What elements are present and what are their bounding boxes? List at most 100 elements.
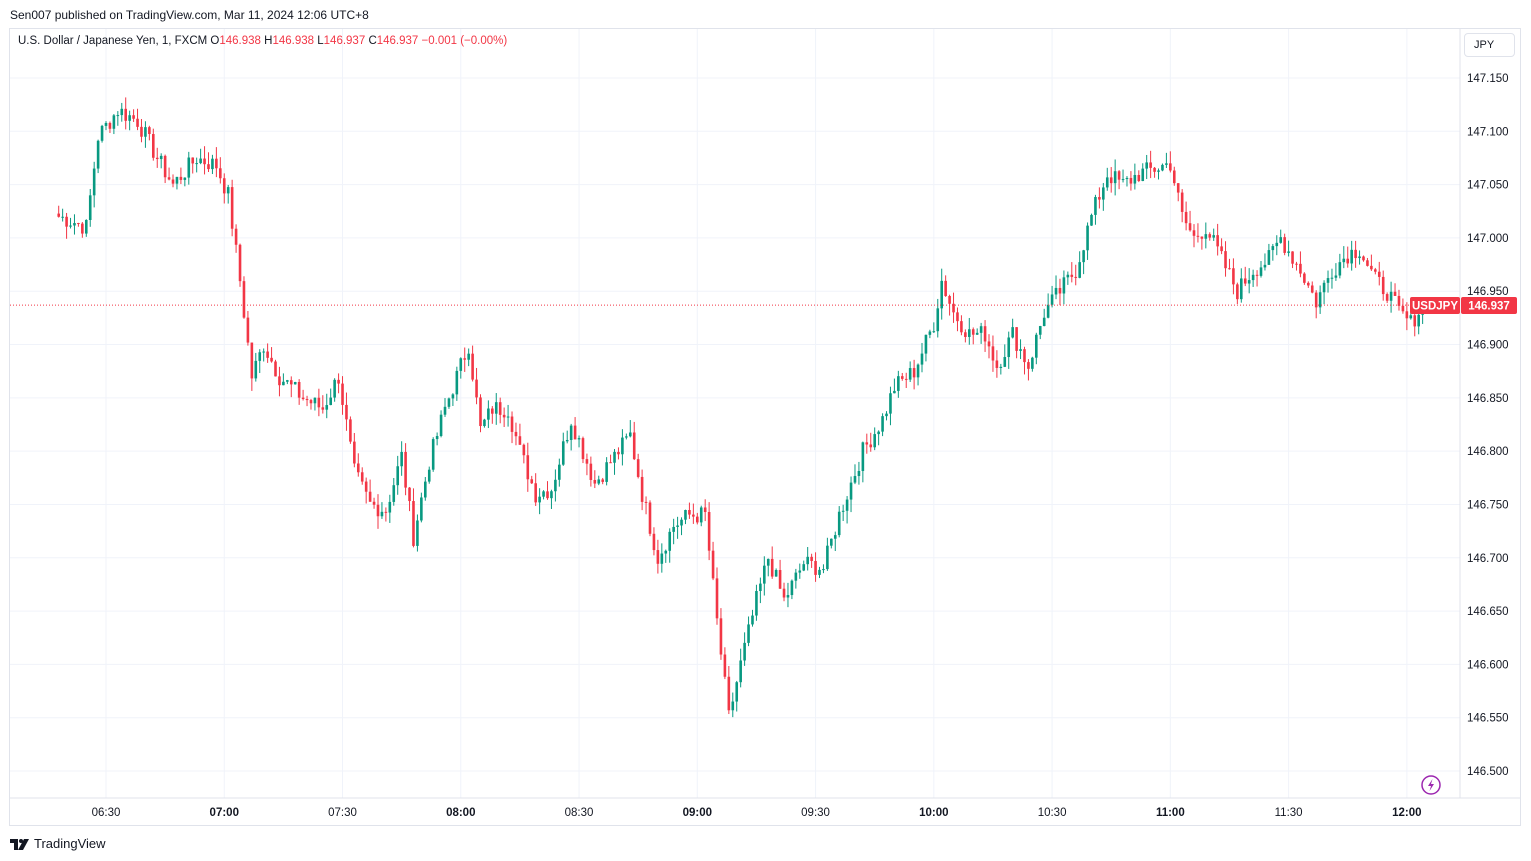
y-tick-label: 147.100 bbox=[1467, 126, 1509, 138]
candle bbox=[1239, 268, 1243, 303]
candle bbox=[439, 410, 443, 438]
candle bbox=[384, 507, 388, 522]
candle bbox=[952, 292, 955, 323]
footer-brand[interactable]: TradingView bbox=[10, 836, 106, 851]
candle bbox=[475, 367, 478, 405]
chart-frame[interactable] bbox=[9, 28, 1521, 826]
candle bbox=[916, 363, 920, 386]
candle bbox=[1180, 189, 1184, 223]
candle bbox=[601, 477, 604, 485]
candle bbox=[558, 458, 561, 487]
candle bbox=[774, 568, 778, 577]
candle bbox=[313, 397, 317, 411]
candle bbox=[1062, 270, 1066, 305]
candle bbox=[341, 376, 344, 415]
candle bbox=[1090, 213, 1093, 226]
candle bbox=[183, 177, 187, 187]
y-tick-label: 147.150 bbox=[1467, 73, 1509, 85]
candle bbox=[88, 188, 92, 227]
x-axis: 06:30 07:00 07:30 08:00 08:30 09:00 09:30 10:00… bbox=[92, 807, 1422, 819]
candle bbox=[546, 481, 549, 500]
candle bbox=[605, 457, 608, 486]
candle bbox=[254, 352, 258, 382]
y-tick-label: 146.550 bbox=[1467, 713, 1509, 725]
candle bbox=[1251, 269, 1255, 287]
candle bbox=[526, 442, 530, 492]
candle bbox=[1397, 289, 1401, 311]
candle bbox=[132, 109, 135, 122]
candle bbox=[1003, 344, 1007, 368]
candle bbox=[885, 411, 888, 421]
candle bbox=[1358, 250, 1361, 265]
candle bbox=[309, 398, 313, 410]
y-tick-label: 146.750 bbox=[1467, 499, 1509, 511]
candle bbox=[928, 329, 932, 339]
candle bbox=[61, 208, 64, 222]
candle bbox=[577, 435, 581, 448]
candle bbox=[609, 454, 612, 464]
candle bbox=[967, 317, 971, 345]
candle bbox=[1141, 163, 1145, 182]
candle bbox=[1105, 167, 1109, 191]
candle bbox=[175, 176, 179, 190]
candle bbox=[65, 212, 68, 239]
candle bbox=[1299, 251, 1302, 278]
candle bbox=[1157, 168, 1160, 180]
y-tick-label: 146.600 bbox=[1467, 659, 1509, 671]
candle bbox=[889, 386, 892, 426]
candle bbox=[1243, 266, 1247, 287]
candle bbox=[1295, 261, 1298, 271]
candle bbox=[148, 125, 151, 141]
candle bbox=[447, 397, 451, 409]
candle bbox=[995, 350, 999, 378]
candle bbox=[1153, 166, 1156, 178]
x-tick-label: 06:30 bbox=[92, 807, 121, 819]
candle bbox=[589, 456, 593, 487]
currency-button[interactable]: JPY bbox=[1464, 33, 1515, 57]
candle bbox=[116, 111, 120, 126]
candle bbox=[329, 388, 332, 406]
y-tick-label: 146.950 bbox=[1467, 286, 1509, 298]
candle bbox=[293, 381, 297, 385]
candle bbox=[1326, 270, 1330, 293]
candle bbox=[672, 518, 675, 545]
candle bbox=[688, 502, 691, 519]
candle bbox=[581, 436, 585, 464]
candle bbox=[833, 531, 837, 552]
candle bbox=[1389, 281, 1393, 313]
candle bbox=[1236, 282, 1239, 305]
candle bbox=[286, 379, 289, 385]
candle bbox=[96, 139, 100, 174]
flash-icon[interactable] bbox=[1421, 775, 1441, 795]
candle bbox=[723, 647, 727, 680]
candle bbox=[167, 167, 171, 181]
candle bbox=[321, 395, 325, 414]
candle bbox=[999, 363, 1003, 375]
candle bbox=[100, 124, 104, 143]
candle bbox=[782, 582, 786, 602]
candle bbox=[699, 505, 703, 527]
candle bbox=[57, 205, 60, 218]
candle bbox=[1381, 270, 1385, 301]
candle bbox=[1310, 281, 1314, 294]
candle bbox=[514, 422, 518, 446]
y-tick-label: 146.800 bbox=[1467, 446, 1509, 458]
x-tick-label: 08:00 bbox=[446, 807, 475, 819]
candle bbox=[530, 475, 534, 484]
candle bbox=[960, 315, 963, 336]
candle bbox=[278, 366, 281, 397]
candle bbox=[400, 441, 403, 476]
candle bbox=[837, 506, 841, 538]
candle bbox=[73, 214, 76, 235]
x-tick-label: 09:30 bbox=[801, 807, 830, 819]
candle bbox=[770, 546, 774, 579]
candle bbox=[179, 167, 183, 185]
candle bbox=[1275, 235, 1279, 256]
candle bbox=[1342, 246, 1346, 269]
candle bbox=[1027, 359, 1030, 381]
candle bbox=[1035, 332, 1038, 365]
candle bbox=[1362, 255, 1365, 262]
published-line: Sen007 published on TradingView.com, Mar… bbox=[10, 8, 369, 22]
candle bbox=[1086, 222, 1089, 260]
